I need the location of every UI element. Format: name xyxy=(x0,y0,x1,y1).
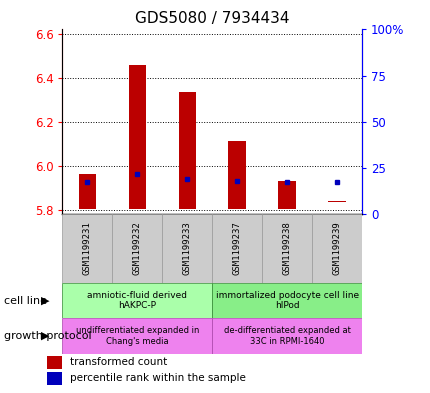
Bar xyxy=(47,372,62,385)
Text: undifferentiated expanded in
Chang's media: undifferentiated expanded in Chang's med… xyxy=(76,326,199,346)
Bar xyxy=(47,356,62,369)
Text: GSM1199239: GSM1199239 xyxy=(332,222,341,275)
Bar xyxy=(261,214,311,283)
Bar xyxy=(62,214,112,283)
Text: ▶: ▶ xyxy=(41,296,49,306)
Bar xyxy=(178,92,196,209)
Bar xyxy=(79,173,96,209)
Text: cell line: cell line xyxy=(4,296,47,306)
Text: immortalized podocyte cell line
hIPod: immortalized podocyte cell line hIPod xyxy=(215,291,358,310)
Bar xyxy=(162,214,212,283)
Title: GDS5080 / 7934434: GDS5080 / 7934434 xyxy=(135,11,289,26)
Text: GSM1199237: GSM1199237 xyxy=(232,222,241,275)
Text: ▶: ▶ xyxy=(41,331,49,341)
Text: de-differentiated expanded at
33C in RPMI-1640: de-differentiated expanded at 33C in RPM… xyxy=(223,326,350,346)
Bar xyxy=(212,318,361,354)
Bar xyxy=(278,181,295,209)
Text: transformed count: transformed count xyxy=(70,357,166,367)
Text: amniotic-fluid derived
hAKPC-P: amniotic-fluid derived hAKPC-P xyxy=(87,291,187,310)
Bar xyxy=(62,318,212,354)
Bar xyxy=(62,283,212,318)
Bar xyxy=(212,283,361,318)
Text: GSM1199232: GSM1199232 xyxy=(132,222,141,275)
Text: growth protocol: growth protocol xyxy=(4,331,92,341)
Text: percentile rank within the sample: percentile rank within the sample xyxy=(70,373,245,384)
Text: GSM1199238: GSM1199238 xyxy=(282,222,291,275)
Bar xyxy=(228,141,246,209)
Bar xyxy=(212,214,261,283)
Text: GSM1199231: GSM1199231 xyxy=(83,222,92,275)
Bar xyxy=(328,201,345,202)
Bar xyxy=(128,65,146,209)
Bar xyxy=(311,214,361,283)
Bar xyxy=(112,214,162,283)
Text: GSM1199233: GSM1199233 xyxy=(182,222,191,275)
